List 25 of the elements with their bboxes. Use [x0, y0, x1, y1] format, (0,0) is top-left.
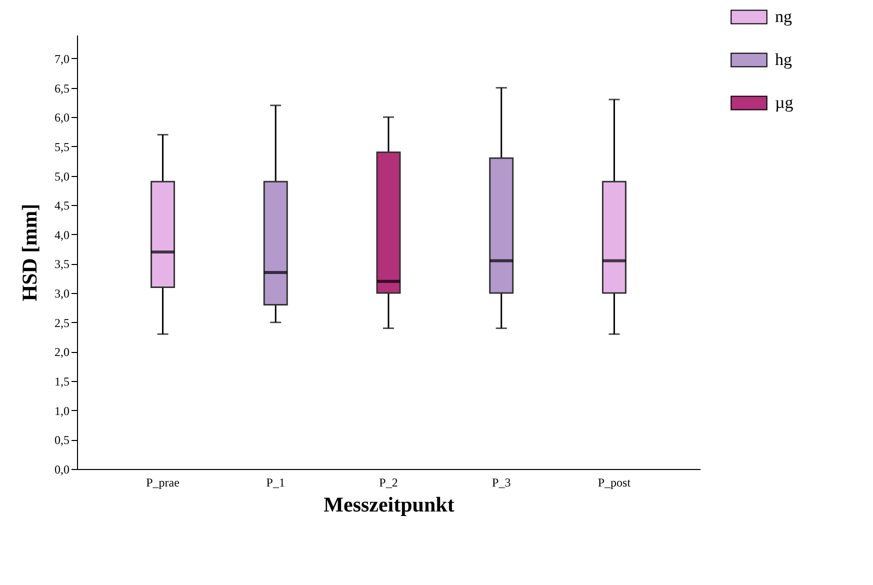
y-tick-label: 4,5 [54, 198, 70, 213]
y-tick-label: 0,0 [54, 462, 70, 476]
y-tick-label: 3,0 [54, 286, 70, 301]
x-tick-label: P_prae [146, 476, 180, 490]
y-tick-label: 5,5 [54, 140, 70, 154]
legend-label: ng [775, 7, 792, 26]
y-tick-label: 6,0 [54, 110, 70, 125]
y-axis-title: HSD [mm] [18, 204, 42, 302]
x-tick-label: P_1 [266, 476, 285, 490]
legend-label: µg [775, 93, 794, 112]
legend-label: hg [775, 50, 792, 69]
y-tick-label: 1,0 [54, 404, 70, 418]
y-tick-label: 2,5 [54, 316, 70, 330]
y-tick-label: 0,5 [54, 433, 70, 448]
x-axis-title: Messzeitpunkt [324, 492, 454, 516]
y-tick-label: 6,5 [54, 81, 70, 96]
y-tick-label: 7,0 [54, 52, 70, 66]
y-tick-label: 5,0 [54, 169, 70, 184]
y-tick-label: 1,5 [54, 374, 70, 389]
y-tick-label: 3,5 [54, 257, 70, 272]
x-tick-label: P_post [598, 476, 632, 490]
x-tick-label: P_2 [379, 476, 398, 490]
y-tick-label: 2,0 [54, 345, 70, 360]
x-tick-label: P_3 [492, 476, 511, 490]
y-tick-label: 4,0 [54, 228, 70, 242]
